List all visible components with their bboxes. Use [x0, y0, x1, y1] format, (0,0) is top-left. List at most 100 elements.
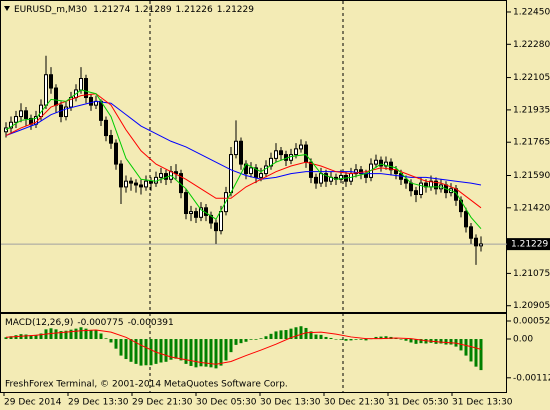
y-tick-label: 0.00: [513, 335, 533, 345]
x-tick-label: 31 Dec 13:30: [452, 398, 513, 408]
y-tick-label: 1.21765: [513, 138, 550, 148]
macd-bar: [209, 339, 213, 368]
info-value: 1.21229: [217, 5, 254, 15]
macd-bar: [354, 339, 358, 340]
candle-body: [24, 110, 28, 119]
candle-body: [314, 176, 318, 184]
candle-body: [294, 148, 298, 156]
candle-body: [309, 161, 313, 178]
x-tick-label: 29 Dec 21:30: [132, 398, 193, 408]
y-tick-label: 0.000521: [513, 317, 550, 327]
y-tick-label: 1.21420: [513, 203, 550, 213]
macd-bar: [309, 331, 313, 340]
macd-bar: [99, 333, 103, 340]
last-price-label: 1.21229: [511, 240, 548, 250]
candle-body: [49, 74, 53, 89]
x-tick-label: 30 Dec 05:30: [196, 398, 257, 408]
macd-bar: [194, 339, 198, 368]
moving-average: [5, 93, 482, 209]
macd-bar: [464, 339, 468, 356]
candle-body: [319, 173, 323, 184]
footer: FreshForex Terminal, © 2001-2014 MetaQuo…: [5, 380, 288, 390]
y-tick-label: 1.22105: [513, 73, 550, 83]
candle-body: [304, 144, 308, 163]
candle-body: [164, 173, 168, 180]
x-tick-label: 30 Dec 13:30: [260, 398, 321, 408]
macd-bar: [424, 339, 428, 344]
candle-body: [464, 211, 468, 228]
macd-bar: [54, 329, 58, 340]
macd-bar: [229, 339, 233, 353]
macd-bar: [339, 339, 343, 340]
pane-arrow: [4, 6, 10, 11]
macd-bar: [254, 339, 258, 340]
macd-bar: [14, 335, 18, 340]
candle-body: [214, 222, 218, 232]
macd-bar: [409, 339, 413, 343]
macd-bar: [24, 334, 28, 340]
candle-body: [269, 157, 273, 167]
candle-body: [384, 161, 388, 167]
y-tick-label: -0.001123: [513, 373, 550, 383]
candle-body: [124, 180, 128, 188]
macd-bar: [34, 334, 38, 340]
candle-body: [479, 243, 483, 247]
last-price-box: [507, 238, 550, 251]
candle-body: [409, 182, 413, 192]
candle-body: [404, 178, 408, 184]
candle-body: [99, 100, 103, 121]
y-tick-label: 1.20905: [513, 301, 550, 311]
y-tick-label: 1.21935: [513, 105, 550, 115]
candle-body: [54, 87, 58, 106]
candle-body: [154, 176, 158, 184]
candle-body: [289, 154, 293, 161]
macd-bar: [59, 331, 63, 340]
symbol-info: EURUSD_m,M30 1.21274 1.21289 1.21226 1.21229: [14, 5, 254, 15]
macd-bar: [239, 339, 243, 344]
candle-body: [229, 154, 233, 194]
y-tick-label: 1.22450: [513, 7, 550, 17]
candle-body: [139, 184, 143, 188]
candle-body: [9, 121, 13, 129]
y-tick-label: 1.21075: [513, 269, 550, 279]
candle-body: [174, 171, 178, 175]
macd-bar: [164, 339, 168, 362]
macd-bar: [249, 339, 253, 340]
macd-bar: [324, 336, 328, 340]
macd-bar: [349, 339, 353, 341]
macd-bar: [284, 330, 288, 340]
candle-body: [14, 116, 18, 123]
macd-title: MACD(12,26,9): [5, 318, 73, 328]
macd-bar: [104, 338, 108, 340]
macd-bar: [124, 339, 128, 360]
moving-average: [5, 89, 482, 230]
candle-body: [84, 78, 88, 99]
macd-bar: [114, 339, 118, 349]
candle-body: [199, 207, 203, 218]
candle-body: [324, 173, 328, 182]
candle-body: [144, 180, 148, 188]
macd-bar: [189, 339, 193, 366]
y-tick-label: 1.21590: [513, 171, 550, 181]
candle-body: [104, 119, 108, 137]
macd-bar: [219, 339, 223, 366]
candle-body: [469, 226, 473, 239]
candle-body: [254, 167, 258, 178]
macd-bar: [364, 339, 368, 341]
macd-bar: [39, 333, 43, 340]
candle-body: [374, 159, 378, 165]
macd-bar: [149, 339, 153, 366]
info-value: -0.000775: [77, 318, 123, 328]
macd-bar: [94, 330, 98, 340]
macd-bar: [119, 339, 123, 356]
candle-body: [339, 174, 343, 180]
macd-bar: [234, 339, 238, 345]
y-tick-label: 1.22280: [513, 40, 550, 50]
macd-bar: [9, 336, 13, 340]
signal-line: [5, 329, 482, 365]
macd-bar: [419, 339, 423, 344]
x-tick-label: 31 Dec 05:30: [388, 398, 449, 408]
candle-body: [434, 180, 438, 190]
